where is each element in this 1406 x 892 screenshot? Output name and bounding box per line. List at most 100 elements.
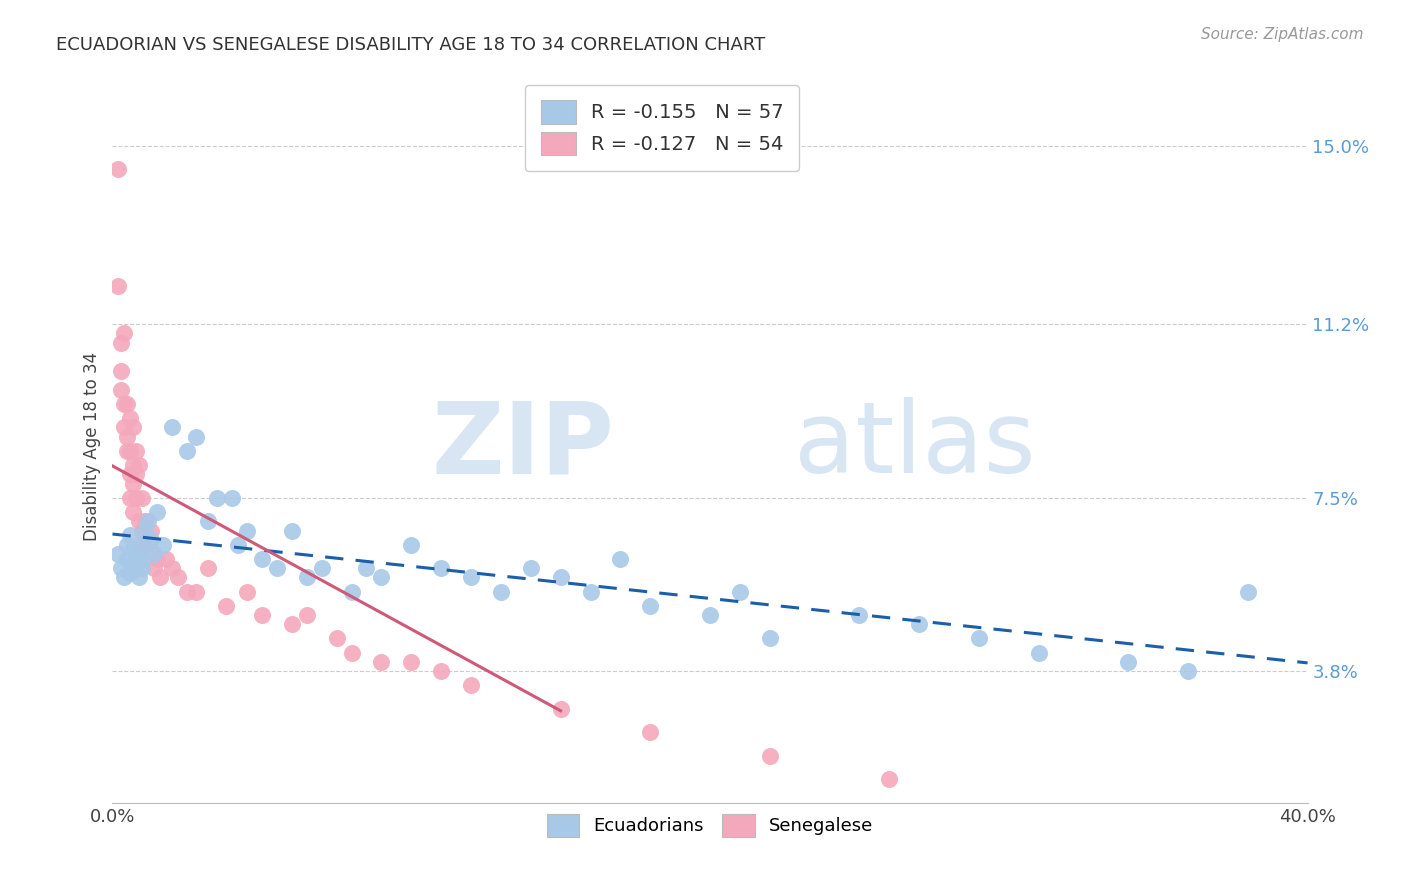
Point [340,584,363,599]
Point [128,570,150,584]
Point [176,443,198,458]
Point [122,557,145,571]
Point [120,410,142,425]
Point [281,617,304,632]
Point [489,584,512,599]
Point [430,665,453,679]
Text: Source: ZipAtlas.com: Source: ZipAtlas.com [1201,27,1364,42]
Point [609,551,631,566]
Point [236,524,259,538]
Point [221,491,243,505]
Point [759,748,782,763]
Text: ZIP: ZIP [432,398,614,494]
Point [122,505,145,519]
Point [146,505,169,519]
Point [640,725,662,739]
Point [131,538,153,552]
Point [1028,646,1050,660]
Point [759,632,782,646]
Point [295,570,318,584]
Point [162,420,183,434]
Point [1177,665,1199,679]
Point [138,538,160,552]
Point [117,551,139,566]
Point [125,561,148,575]
Point [117,429,139,443]
Point [281,524,304,538]
Point [107,547,129,561]
Point [131,551,153,566]
Point [128,514,150,528]
Point [295,607,318,622]
Point [167,570,190,584]
Point [117,538,139,552]
Point [205,491,228,505]
Point [141,533,163,547]
Point [215,599,238,613]
Point [125,491,148,505]
Point [122,476,145,491]
Point [120,566,142,580]
Point [370,655,392,669]
Point [122,420,145,434]
Point [107,161,129,176]
Point [122,542,145,557]
Point [128,551,150,566]
Point [131,561,153,575]
Point [120,443,142,458]
Point [550,702,572,716]
Point [110,383,132,397]
Point [356,561,378,575]
Point [728,584,751,599]
Point [110,335,132,350]
Point [120,467,142,482]
Point [114,570,135,584]
Y-axis label: Disability Age 18 to 34: Disability Age 18 to 34 [83,351,101,541]
Point [699,607,721,622]
Point [149,570,172,584]
Point [520,561,543,575]
Point [110,364,132,378]
Point [146,551,169,566]
Text: atlas: atlas [793,398,1035,494]
Point [128,458,150,472]
Point [141,524,163,538]
Point [134,514,156,528]
Point [460,678,482,692]
Point [186,429,208,443]
Point [226,538,249,552]
Text: ECUADORIAN VS SENEGALESE DISABILITY AGE 18 TO 34 CORRELATION CHART: ECUADORIAN VS SENEGALESE DISABILITY AGE … [56,36,765,54]
Point [311,561,333,575]
Point [186,584,208,599]
Point [236,584,259,599]
Point [143,561,166,575]
Legend: Ecuadorians, Senegalese: Ecuadorians, Senegalese [540,807,880,844]
Point [250,551,273,566]
Point [134,524,156,538]
Point [879,772,901,787]
Point [125,547,148,561]
Point [152,538,174,552]
Point [325,632,347,646]
Point [401,655,423,669]
Point [131,538,153,552]
Point [908,617,931,632]
Point [370,570,392,584]
Point [967,632,990,646]
Point [460,570,482,584]
Point [114,397,135,411]
Point [120,528,142,542]
Point [114,420,135,434]
Point [640,599,662,613]
Point [110,561,132,575]
Point [250,607,273,622]
Point [143,547,166,561]
Point [1237,584,1260,599]
Point [107,279,129,293]
Point [1118,655,1140,669]
Point [550,570,572,584]
Point [131,491,153,505]
Point [125,467,148,482]
Point [162,561,183,575]
Point [340,646,363,660]
